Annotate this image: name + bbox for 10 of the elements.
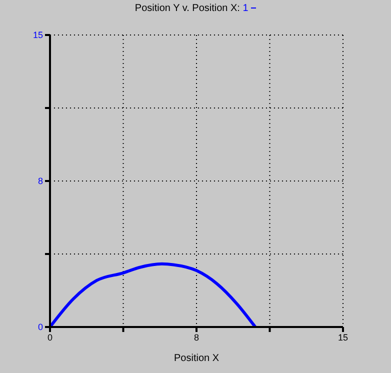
y-tick-label: 15 bbox=[32, 30, 43, 40]
x-tick-label: 15 bbox=[338, 332, 348, 342]
y-tick-label: 8 bbox=[38, 176, 43, 186]
legend-label: 1 bbox=[242, 3, 250, 14]
chart-title: Position Y v. Position X: bbox=[134, 3, 240, 14]
x-tick-label: 8 bbox=[194, 332, 200, 342]
y-tick-label: 0 bbox=[38, 322, 43, 332]
x-tick-label: 0 bbox=[47, 332, 53, 342]
line-series bbox=[50, 262, 257, 327]
x-axis-title: Position X bbox=[172, 353, 220, 364]
